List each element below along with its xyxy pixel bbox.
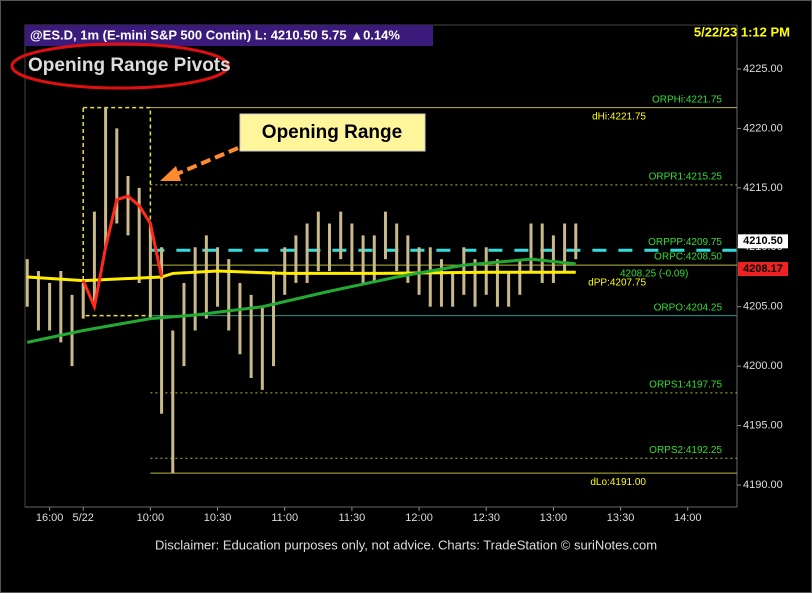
level-label: dPP:4207.75 [588, 278, 646, 289]
callout-text: Opening Range [262, 122, 402, 143]
header: @ES.D, 1m (E-mini S&P 500 Contin) L: 421… [30, 27, 400, 42]
price-tag [738, 234, 788, 249]
callout-arrow [171, 146, 239, 178]
level-label: ORPPP:4209.75 [648, 237, 722, 248]
level-label: dLo:4191.00 [590, 477, 646, 488]
level-label: ORPS2:4192.25 [649, 445, 722, 456]
timestamp: 5/22/23 1:12 PM [694, 24, 790, 39]
indicator-line [26, 257, 576, 344]
level-label: ORPS1:4197.75 [649, 380, 722, 391]
header-bar [25, 25, 433, 46]
level-label: ORPC:4208.50 [654, 252, 722, 263]
price-tag-label: 4208.17 [743, 263, 783, 275]
callout-box [239, 113, 426, 152]
title-highlight [10, 42, 230, 90]
y-tick-label: 4195.00 [743, 419, 783, 431]
x-tick-label: 13:30 [607, 512, 635, 524]
callout-arrow-head [160, 166, 181, 181]
side-note: 4208.25 (-0.09) [620, 269, 688, 280]
y-tick-label: 4190.00 [743, 479, 783, 491]
x-tick-label: 12:00 [405, 512, 433, 524]
y-tick-label: 4220.00 [743, 122, 783, 134]
x-tick-label: 10:30 [204, 512, 232, 524]
y-tick-label: 4205.00 [743, 301, 783, 313]
x-tick-label: 11:30 [339, 512, 366, 524]
x-tick-label: 13:00 [540, 512, 568, 524]
chart-title: Opening Range Pivots [28, 55, 231, 76]
level-label: ORPO:4204.25 [654, 302, 723, 313]
price-tag-label: 4210.50 [743, 235, 783, 247]
plot-area [24, 24, 738, 508]
x-tick-label: 16:00 [36, 512, 64, 524]
y-tick-label: 4215.00 [743, 182, 783, 194]
level-label: dHi:4221.75 [592, 111, 646, 122]
indicator-line [27, 269, 576, 283]
level-label: ORPR1:4215.25 [649, 172, 723, 183]
x-tick-label: 11:00 [271, 512, 298, 524]
opening-range-box [82, 106, 152, 317]
x-tick-label: 10:00 [137, 512, 165, 524]
x-tick-label: 14:00 [674, 512, 702, 524]
x-tick-label: 12:30 [472, 512, 500, 524]
indicator-line [81, 194, 164, 312]
price-tag [738, 262, 788, 277]
x-tick-label: 5/22 [73, 512, 94, 524]
footer: Disclaimer: Education purposes only, not… [155, 537, 657, 552]
y-tick-label: 4225.00 [743, 63, 783, 75]
y-tick-label: 4200.00 [743, 360, 783, 372]
level-label: ORPHi:4221.75 [652, 94, 722, 105]
plot-layer: 4190.004195.004200.004205.004210.004215.… [25, 63, 783, 524]
